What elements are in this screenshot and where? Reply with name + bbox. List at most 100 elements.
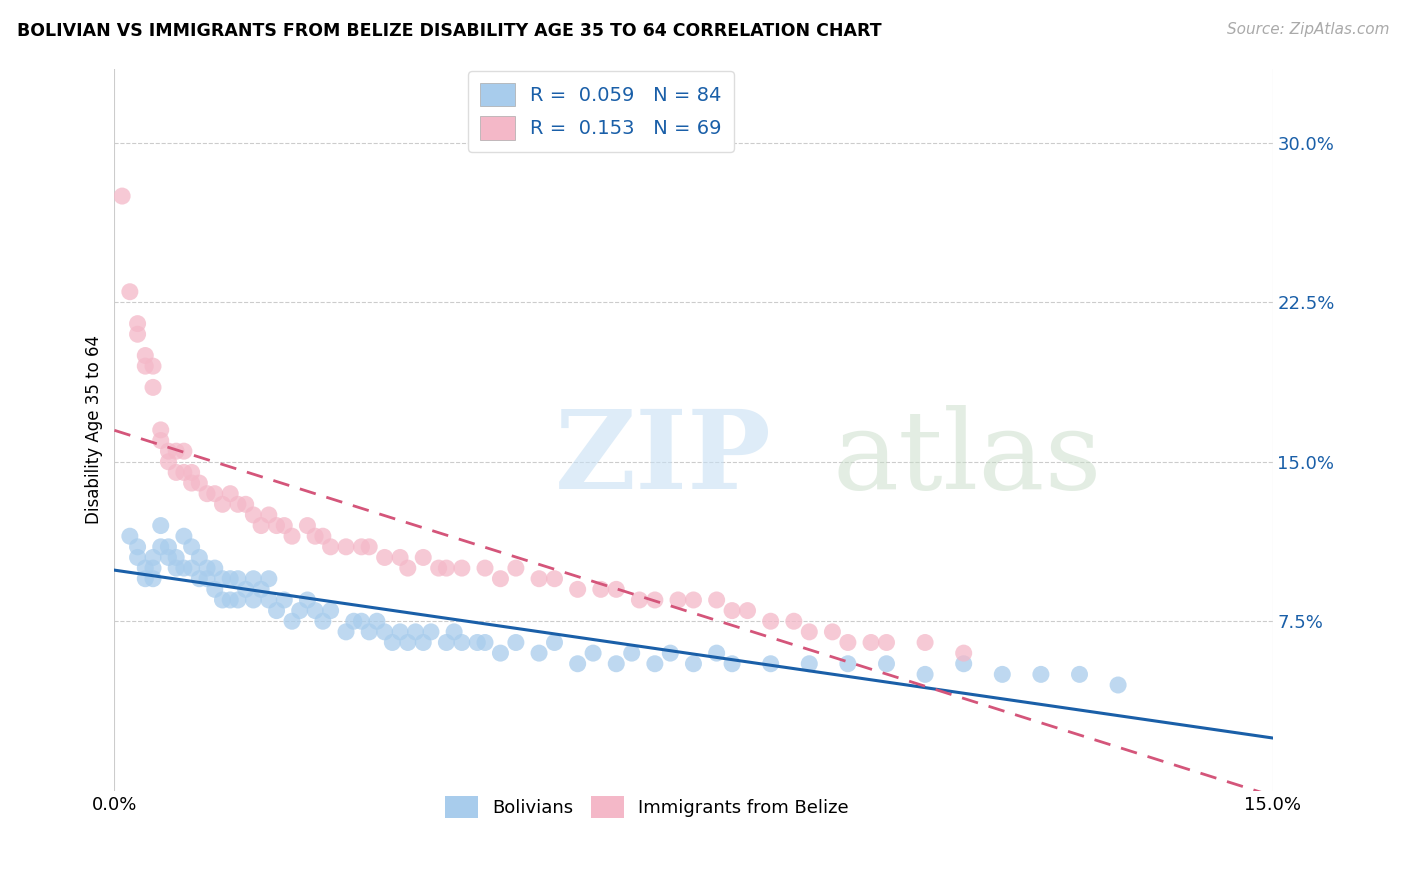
Point xyxy=(165,561,187,575)
Point xyxy=(165,444,187,458)
Point xyxy=(173,466,195,480)
Point xyxy=(876,657,898,671)
Point xyxy=(319,604,342,618)
Point xyxy=(427,561,450,575)
Point xyxy=(165,550,187,565)
Point xyxy=(142,380,165,394)
Point xyxy=(257,572,280,586)
Point xyxy=(350,614,373,628)
Point xyxy=(134,561,156,575)
Point xyxy=(783,614,806,628)
Point xyxy=(297,593,319,607)
Text: BOLIVIAN VS IMMIGRANTS FROM BELIZE DISABILITY AGE 35 TO 64 CORRELATION CHART: BOLIVIAN VS IMMIGRANTS FROM BELIZE DISAB… xyxy=(17,22,882,40)
Point xyxy=(505,561,527,575)
Point xyxy=(242,508,264,522)
Point xyxy=(111,189,134,203)
Point xyxy=(297,518,319,533)
Point xyxy=(706,646,728,660)
Point xyxy=(219,593,242,607)
Point xyxy=(226,497,249,511)
Point xyxy=(304,529,326,543)
Point xyxy=(180,540,202,554)
Point xyxy=(180,561,202,575)
Point xyxy=(335,540,357,554)
Point xyxy=(149,518,172,533)
Point xyxy=(188,476,211,491)
Point xyxy=(250,518,273,533)
Point xyxy=(281,614,304,628)
Point xyxy=(359,624,381,639)
Point xyxy=(118,529,141,543)
Text: ZIP: ZIP xyxy=(554,405,772,512)
Point xyxy=(489,646,512,660)
Point xyxy=(149,434,172,448)
Point xyxy=(628,593,651,607)
Point xyxy=(620,646,643,660)
Point xyxy=(582,646,605,660)
Point xyxy=(837,657,859,671)
Point xyxy=(952,646,974,660)
Point xyxy=(644,593,666,607)
Point xyxy=(157,455,180,469)
Point xyxy=(914,635,936,649)
Point xyxy=(721,604,744,618)
Point xyxy=(381,635,404,649)
Point xyxy=(821,624,844,639)
Point xyxy=(219,486,242,500)
Point xyxy=(343,614,366,628)
Point xyxy=(134,572,156,586)
Point xyxy=(659,646,682,660)
Point xyxy=(335,624,357,639)
Point xyxy=(180,476,202,491)
Point xyxy=(589,582,612,597)
Point xyxy=(157,444,180,458)
Point xyxy=(235,497,257,511)
Point xyxy=(211,497,233,511)
Point xyxy=(219,572,242,586)
Point xyxy=(235,582,257,597)
Point xyxy=(721,657,744,671)
Point xyxy=(242,572,264,586)
Point xyxy=(188,550,211,565)
Point xyxy=(914,667,936,681)
Point xyxy=(257,593,280,607)
Text: atlas: atlas xyxy=(832,405,1102,512)
Y-axis label: Disability Age 35 to 64: Disability Age 35 to 64 xyxy=(86,335,103,524)
Legend: Bolivians, Immigrants from Belize: Bolivians, Immigrants from Belize xyxy=(439,789,856,826)
Point xyxy=(605,582,627,597)
Point xyxy=(666,593,689,607)
Point xyxy=(991,667,1014,681)
Point xyxy=(412,550,434,565)
Point xyxy=(142,359,165,373)
Point xyxy=(450,635,472,649)
Point xyxy=(165,466,187,480)
Point xyxy=(273,518,295,533)
Point xyxy=(204,561,226,575)
Point xyxy=(567,582,589,597)
Point xyxy=(273,593,295,607)
Point xyxy=(527,646,550,660)
Point xyxy=(434,635,457,649)
Point xyxy=(204,582,226,597)
Point xyxy=(374,624,396,639)
Point xyxy=(127,540,149,554)
Point xyxy=(188,572,211,586)
Point xyxy=(288,604,311,618)
Point xyxy=(266,518,288,533)
Point xyxy=(157,550,180,565)
Point xyxy=(257,508,280,522)
Point xyxy=(952,657,974,671)
Point xyxy=(505,635,527,649)
Point xyxy=(226,593,249,607)
Point xyxy=(134,349,156,363)
Point xyxy=(127,317,149,331)
Point xyxy=(474,635,496,649)
Point xyxy=(759,614,782,628)
Point xyxy=(860,635,883,649)
Point xyxy=(412,635,434,649)
Point xyxy=(366,614,388,628)
Point xyxy=(142,572,165,586)
Point xyxy=(543,572,565,586)
Point xyxy=(149,540,172,554)
Point xyxy=(543,635,565,649)
